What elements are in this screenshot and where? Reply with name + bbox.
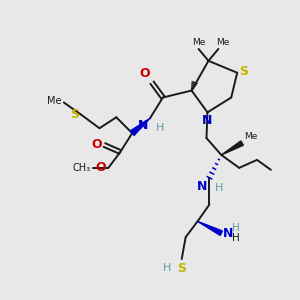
- Text: N: N: [223, 227, 234, 240]
- Text: N: N: [202, 114, 213, 127]
- Text: Me: Me: [216, 38, 229, 47]
- Text: S: S: [177, 262, 186, 275]
- Text: S: S: [239, 65, 248, 78]
- Text: O: O: [140, 67, 150, 80]
- Text: Me: Me: [192, 38, 205, 47]
- Text: H: H: [232, 223, 240, 233]
- Text: H: H: [162, 263, 171, 273]
- Text: O: O: [92, 138, 102, 151]
- Text: CH₃: CH₃: [72, 163, 91, 173]
- Text: H: H: [232, 233, 240, 243]
- Text: Me: Me: [47, 97, 62, 106]
- Polygon shape: [198, 221, 222, 236]
- Text: O: O: [96, 161, 106, 174]
- Polygon shape: [221, 141, 243, 155]
- Text: H: H: [214, 183, 223, 193]
- Text: Me: Me: [244, 132, 257, 141]
- Text: S: S: [70, 108, 79, 121]
- Text: N: N: [197, 180, 208, 193]
- Polygon shape: [130, 118, 150, 135]
- Text: H: H: [156, 123, 164, 133]
- Text: N: N: [138, 119, 148, 132]
